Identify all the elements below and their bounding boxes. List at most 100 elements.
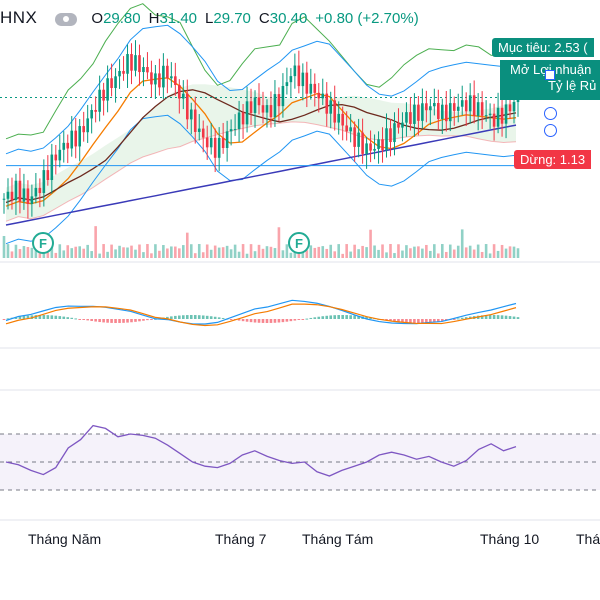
macd-histogram-bar <box>325 315 329 319</box>
candle-body <box>201 128 205 138</box>
volume-bar <box>496 250 500 258</box>
macd-histogram-bar <box>18 316 22 319</box>
volume-bar <box>389 244 392 258</box>
candle-body <box>468 95 472 112</box>
candle-body <box>257 97 261 106</box>
macd-histogram-bar <box>130 319 133 323</box>
bollinger-upper <box>5 24 517 155</box>
volume-bar <box>464 247 468 258</box>
candle-body <box>265 105 269 113</box>
candle-body <box>138 55 141 73</box>
macd-histogram-bar <box>146 319 149 321</box>
candle-body <box>126 54 129 74</box>
volume-bar <box>26 247 30 258</box>
volume-bar <box>429 250 432 258</box>
volume-bar <box>321 246 325 258</box>
candle-body <box>512 102 516 112</box>
candle-body <box>90 109 93 119</box>
macd-histogram-bar <box>333 315 337 319</box>
earnings-marker-circle[interactable] <box>288 232 310 254</box>
target-handle[interactable] <box>544 107 557 120</box>
candle-body <box>42 170 46 194</box>
stop-tag[interactable]: Dừng: 1.13 <box>514 150 592 169</box>
volume-bar <box>349 251 352 258</box>
volume-bar <box>6 244 10 258</box>
profit-tag[interactable]: Mở Lợi nhuận Tỷ lệ Rủ <box>500 60 600 100</box>
macd-histogram-bar <box>421 319 424 323</box>
macd-histogram-bar <box>460 317 464 319</box>
volume-bar <box>468 245 472 258</box>
macd-histogram-bar <box>429 319 432 323</box>
volume-bar <box>448 244 452 258</box>
volume-bar <box>353 244 356 258</box>
volume-bar <box>365 247 368 258</box>
macd-histogram-bar <box>182 315 185 319</box>
macd-histogram-bar <box>174 315 177 319</box>
candle-body <box>397 123 400 128</box>
candle-body <box>197 128 201 132</box>
volume-bar <box>508 246 512 258</box>
volume-bar <box>114 249 117 258</box>
volume-bar <box>357 249 360 258</box>
volume-bar <box>437 253 440 258</box>
candle-body <box>500 107 504 124</box>
candle-body <box>345 125 348 132</box>
macd-histogram-bar <box>26 315 30 319</box>
volume-bar <box>516 248 520 258</box>
volume-bar <box>158 250 161 258</box>
stop-handle[interactable] <box>544 124 557 137</box>
volume-bar <box>66 245 70 258</box>
macd-histogram-bar <box>512 316 516 319</box>
volume-bar <box>444 251 448 258</box>
bollinger-lower <box>5 114 517 245</box>
volume-bar <box>297 252 301 258</box>
candle-body <box>178 84 181 99</box>
volume-bar <box>289 252 293 258</box>
candle-body <box>10 191 14 201</box>
candle-body <box>174 76 177 85</box>
volume-bar <box>229 249 233 258</box>
macd-histogram-bar <box>94 319 97 322</box>
target-tag[interactable]: Mục tiêu: 2.53 ( <box>492 38 594 57</box>
macd-histogram-bar <box>440 319 444 321</box>
macd-histogram-bar <box>237 319 241 321</box>
macd-histogram-bar <box>417 319 420 323</box>
macd-histogram-bar <box>277 319 281 323</box>
volume-bar <box>102 244 105 258</box>
volume-bar <box>34 245 38 258</box>
volume-bar <box>401 250 404 258</box>
macd-histogram-bar <box>317 316 321 319</box>
eye-icon[interactable] <box>55 12 78 26</box>
candle-body <box>413 104 416 124</box>
volume-bar <box>90 251 93 258</box>
candle-body <box>452 103 456 111</box>
volume-bar <box>221 247 225 258</box>
volume-bar <box>480 251 484 258</box>
volume-bar <box>201 252 205 258</box>
candle-body <box>205 137 209 148</box>
macd-histogram-bar <box>126 319 129 323</box>
position-handle[interactable] <box>545 70 555 80</box>
candle-body <box>74 130 78 147</box>
macd-histogram-bar <box>401 319 404 323</box>
volume-bar <box>74 246 78 258</box>
macd-histogram-bar <box>213 316 217 319</box>
macd-histogram-bar <box>353 315 356 319</box>
volume-bar <box>413 246 416 258</box>
candle-body <box>301 72 305 87</box>
macd-histogram-bar <box>500 315 504 319</box>
volume-bar <box>10 251 14 258</box>
macd-histogram-bar <box>42 315 46 319</box>
volume-bar <box>193 253 197 258</box>
macd-histogram-bar <box>122 319 125 323</box>
earnings-marker-circle[interactable] <box>32 232 54 254</box>
volume-bar <box>397 244 400 258</box>
candle-body <box>297 65 301 87</box>
macd-histogram-bar <box>261 319 265 323</box>
macd-histogram-bar <box>297 319 301 320</box>
volume-bar <box>512 246 516 258</box>
volume-bar <box>162 245 165 258</box>
macd-signal-line <box>5 303 517 327</box>
candle-body <box>86 118 89 133</box>
